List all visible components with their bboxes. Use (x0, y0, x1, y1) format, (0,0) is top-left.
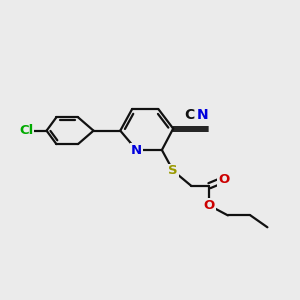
Text: Cl: Cl (20, 124, 34, 137)
Text: N: N (197, 108, 209, 122)
Text: C: C (184, 108, 194, 122)
Text: O: O (218, 173, 229, 186)
Text: S: S (168, 164, 178, 177)
Text: N: N (131, 143, 142, 157)
Text: O: O (204, 199, 215, 212)
